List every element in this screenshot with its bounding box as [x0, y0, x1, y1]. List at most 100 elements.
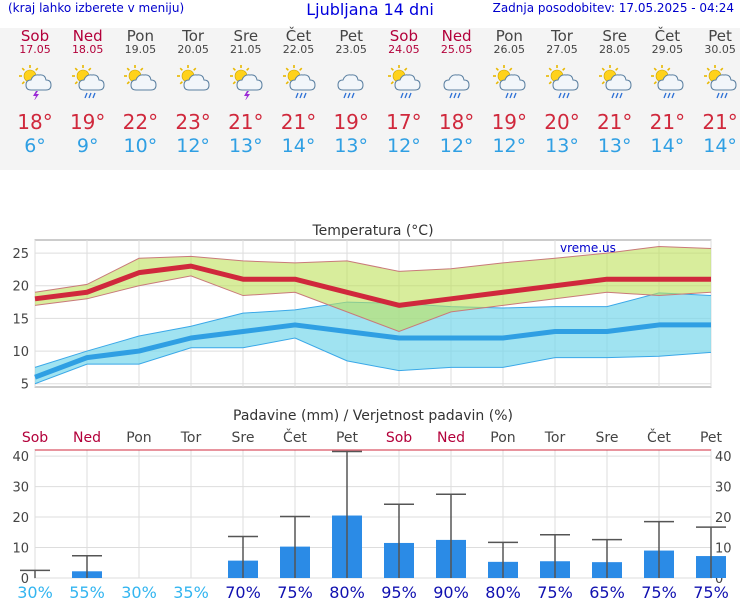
day-column: Sre 21.05 21° 13°: [220, 28, 272, 158]
temp-ytick: 20: [12, 280, 29, 295]
day-date: 28.05: [598, 43, 631, 56]
precip-day-label: Pon: [490, 430, 515, 446]
precip-day-label: Pet: [336, 430, 359, 446]
forecast-charts: 5 10 15 20 25 Temperatura (°C) vreme.us Padavin…: [12, 223, 732, 600]
cloud-rain-icon: [333, 64, 369, 100]
page-title: Ljubljana 14 dni: [306, 0, 434, 19]
day-tmin: 13°: [228, 135, 263, 157]
temp-ytick: 15: [12, 312, 29, 327]
day-column: Pet 30.05 21° 14°: [694, 28, 740, 158]
precip-probability: 30%: [17, 583, 53, 600]
day-date: 29.05: [651, 43, 684, 56]
temp-ytick: 10: [12, 345, 29, 360]
day-tmax: 21°: [596, 110, 633, 134]
day-tmin: 6°: [24, 135, 46, 157]
day-name: Tor: [551, 27, 573, 45]
day-tmax: 21°: [702, 110, 738, 134]
day-tmin: 13°: [597, 135, 632, 157]
day-column: Ned 25.05 18° 12°: [431, 28, 483, 158]
temp-ytick: 25: [12, 247, 29, 262]
day-tmax: 17°: [386, 110, 422, 134]
day-column: Sob 17.05 18° 6°: [9, 28, 61, 158]
precip-probability: 70%: [225, 583, 261, 600]
min-band: [35, 292, 711, 384]
precip-ytick-left: 0: [21, 572, 29, 587]
sun-cloud-rain-icon: [544, 64, 580, 100]
precip-day-label: Sre: [232, 430, 255, 446]
sun-cloud-rain-icon: [491, 64, 527, 100]
daily-forecast-strip: Sob 17.05 18° 6° Ned 18.05 19° 9° Pon 19.05 22° 10°…: [0, 28, 740, 170]
day-tmax: 19°: [491, 110, 528, 134]
max-temp-line: [34, 263, 711, 308]
day-tmin: 12°: [492, 135, 527, 157]
precip-ytick-right: 0: [715, 572, 723, 587]
day-column: Pon 19.05 22° 10°: [114, 28, 166, 158]
day-tmin: 12°: [387, 135, 421, 157]
day-tmin: 14°: [281, 135, 316, 157]
day-tmax: 23°: [175, 110, 211, 134]
sun-cloud-rain-icon: [70, 64, 106, 100]
precip-day-label: Sob: [386, 430, 412, 446]
day-tmin: 14°: [703, 135, 737, 157]
sun-cloud-rain-icon: [702, 64, 738, 100]
day-date: 17.05: [19, 43, 51, 56]
precip-probability: 75%: [537, 583, 573, 600]
day-name: Sre: [233, 27, 259, 45]
min-temp-line: [34, 322, 711, 380]
temp-ytick: 5: [21, 378, 29, 393]
day-name: Pon: [495, 27, 523, 45]
day-date: 21.05: [230, 43, 262, 56]
precip-probability: 35%: [173, 583, 209, 600]
precip-probability: 30%: [121, 583, 157, 600]
sun-cloud-thunder-icon: [17, 64, 53, 101]
day-name: Ned: [72, 27, 103, 45]
precip-ytick-right: 10: [715, 542, 732, 557]
location-hint: (kraj lahko izberete v meniju): [8, 1, 185, 15]
day-tmin: 13°: [545, 135, 579, 157]
day-name: Sob: [20, 27, 50, 45]
precip-day-label: Čet: [283, 428, 307, 446]
precip-probability: 75%: [693, 583, 729, 600]
day-column: Sre 28.05 21° 13°: [589, 28, 641, 158]
day-name: Čet: [285, 27, 312, 45]
precip-probability: 80%: [329, 583, 365, 600]
day-date: 24.05: [388, 43, 420, 56]
precip-ytick-left: 10: [12, 542, 29, 557]
min-band-lower: [34, 337, 712, 385]
max-band-upper: [34, 246, 712, 293]
last-update: Zadnja posodobitev: 17.05.2025 - 04:24: [492, 1, 734, 15]
day-column: Tor 27.05 20° 13°: [536, 28, 588, 158]
precip-ytick-left: 20: [12, 511, 29, 526]
day-tmin: 12°: [439, 135, 474, 157]
day-date: 22.05: [282, 43, 315, 56]
precip-ytick-right: 20: [715, 511, 732, 526]
day-column: Pet 23.05 19° 13°: [325, 28, 377, 158]
precip-chart-title: Padavine (mm) / Verjetnost padavin (%): [233, 408, 513, 424]
day-date: 25.05: [440, 43, 473, 56]
day-tmax: 20°: [544, 110, 580, 134]
day-column: Čet 29.05 21° 14°: [641, 28, 693, 158]
header-bar: (kraj lahko izberete v meniju) Ljubljana…: [0, 0, 740, 22]
precip-day-label: Čet: [647, 428, 671, 446]
precip-day-label: Pon: [126, 430, 151, 446]
precip-ytick-right: 40: [715, 450, 732, 465]
day-name: Pet: [339, 27, 363, 45]
precip-day-label: Ned: [73, 430, 101, 446]
precip-ytick-left: 30: [12, 481, 29, 496]
day-name: Pet: [708, 27, 732, 45]
day-column: Tor 20.05 23° 12°: [167, 28, 219, 158]
day-column: Sob 24.05 17° 12°: [378, 28, 430, 158]
sun-cloud-rain-icon: [597, 64, 633, 100]
day-tmin: 12°: [176, 135, 210, 157]
precip-probability: 75%: [641, 583, 677, 600]
sun-cloud-rain-icon: [386, 64, 422, 100]
precip-probability: 65%: [589, 583, 625, 600]
day-tmin: 14°: [650, 135, 685, 157]
precip-probability: 90%: [433, 583, 469, 600]
day-tmax: 21°: [228, 110, 264, 134]
precip-day-label: Sob: [22, 430, 48, 446]
sun-cloud-icon: [122, 64, 158, 100]
watermark: vreme.us: [560, 241, 616, 255]
day-column: Čet 22.05 21° 14°: [273, 28, 325, 158]
precip-day-label: Pet: [700, 430, 723, 446]
